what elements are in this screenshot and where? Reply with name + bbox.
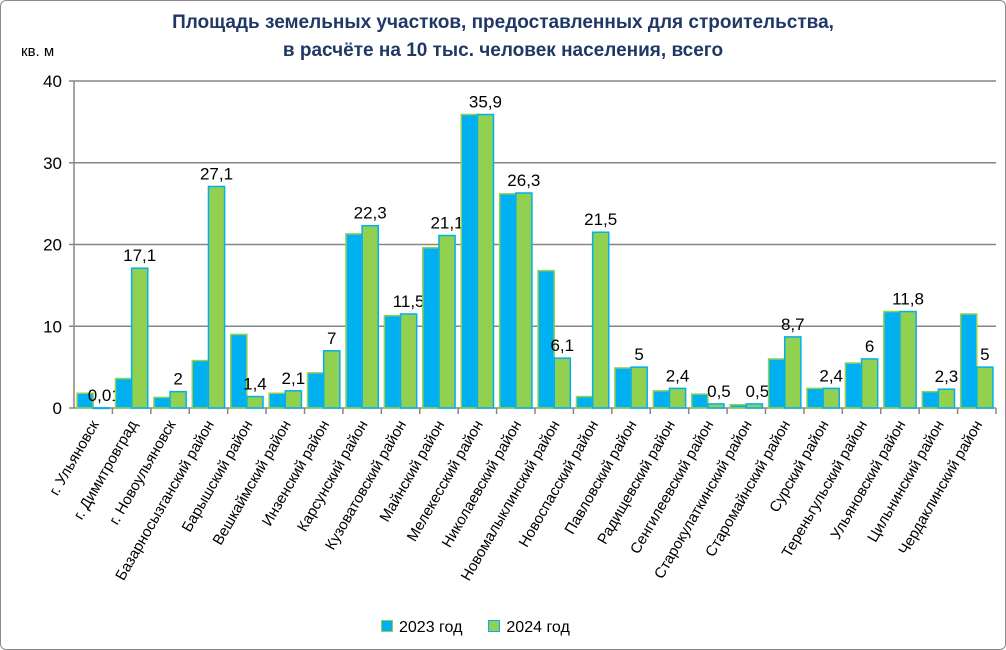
data-label: 6,1 xyxy=(550,336,574,355)
data-label: 11,5 xyxy=(393,292,425,311)
y-tick-label: 40 xyxy=(43,72,62,91)
data-label: 2,4 xyxy=(666,366,690,385)
legend: 2023 год 2024 год xyxy=(381,619,570,637)
data-label: 2,3 xyxy=(935,367,959,386)
bar-2024 xyxy=(515,192,533,409)
bar-2023 xyxy=(268,392,287,409)
data-label: 1,4 xyxy=(243,375,267,394)
bar-2023 xyxy=(460,113,479,409)
bar-2024 xyxy=(745,403,764,409)
bar-2024 xyxy=(976,366,994,409)
bar-2024 xyxy=(822,387,841,409)
bar-2023 xyxy=(806,387,824,409)
bar-2023 xyxy=(422,247,440,409)
bar-2024 xyxy=(591,231,610,409)
bar-2024 xyxy=(630,366,648,409)
data-label: 21,5 xyxy=(584,210,617,229)
data-label: 21,1 xyxy=(430,214,463,233)
data-label: 0,5 xyxy=(746,382,770,401)
bar-2023 xyxy=(191,359,210,409)
y-tick-label: 10 xyxy=(43,317,62,336)
x-tick-label: Карсунский район xyxy=(294,418,371,535)
bar-2023 xyxy=(883,310,901,409)
bar-2023 xyxy=(575,395,594,409)
data-label: 7 xyxy=(327,329,336,348)
chart-title: Площадь земельных участков, предоставлен… xyxy=(1,9,1005,65)
data-label: 22,3 xyxy=(354,204,387,223)
bar-2023 xyxy=(345,233,363,409)
bar-2023 xyxy=(229,333,248,409)
legend-item-2024: 2024 год xyxy=(488,619,570,637)
data-label: 35,9 xyxy=(469,93,502,112)
chart-title-line1: Площадь земельных участков, предоставлен… xyxy=(172,12,834,33)
y-tick-label: 20 xyxy=(43,236,62,255)
data-label: 2 xyxy=(173,370,182,389)
bar-2024 xyxy=(322,350,341,409)
legend-label-2024: 2024 год xyxy=(506,619,570,636)
data-label: 26,3 xyxy=(507,171,540,190)
bar-2024 xyxy=(937,388,956,409)
bar-2024 xyxy=(169,390,187,409)
data-label: 11,8 xyxy=(892,290,924,309)
legend-swatch-2023 xyxy=(381,620,393,632)
legend-swatch-2024 xyxy=(488,620,501,632)
bar-2023 xyxy=(652,390,671,409)
bar-2024 xyxy=(361,224,380,409)
x-tick-label: Барышский район xyxy=(179,418,257,536)
bar-2024 xyxy=(668,387,687,409)
data-label: 8,7 xyxy=(781,315,805,334)
bar-2023 xyxy=(729,403,748,409)
bar-2024 xyxy=(860,358,879,409)
bar-2024 xyxy=(553,357,572,409)
bar-2023 xyxy=(114,377,133,409)
y-tick-label: 30 xyxy=(43,154,62,173)
bar-2024 xyxy=(783,336,802,409)
bar-2023 xyxy=(959,313,978,409)
bar-2024 xyxy=(284,390,303,409)
bar-2023 xyxy=(76,392,94,409)
chart-title-line2: в расчёте на 10 тыс. человек населения, … xyxy=(282,40,724,61)
bar-2023 xyxy=(498,193,517,409)
data-label: 5 xyxy=(980,345,989,364)
bar-2024 xyxy=(399,313,418,409)
y-axis-label: кв. м xyxy=(21,43,55,60)
data-label: 17,1 xyxy=(123,246,156,265)
bar-2024 xyxy=(707,403,725,409)
bar-2023 xyxy=(921,390,940,409)
legend-item-2023: 2023 год xyxy=(381,619,462,637)
bar-2023 xyxy=(383,314,402,409)
data-label: 0,5 xyxy=(707,382,731,401)
bar-2023 xyxy=(614,367,632,409)
bar-2024 xyxy=(207,185,226,409)
bar-2023 xyxy=(153,396,171,409)
bar-2023 xyxy=(690,393,709,409)
bar-2024 xyxy=(246,395,264,409)
data-label: 27,1 xyxy=(200,164,233,183)
y-tick-label: 0 xyxy=(53,399,62,418)
bar-2024 xyxy=(438,234,456,409)
data-label: 0,01 xyxy=(88,386,121,405)
bar-2023 xyxy=(537,269,555,409)
data-label: 6 xyxy=(865,337,874,356)
data-label: 2,1 xyxy=(282,369,306,388)
bar-2023 xyxy=(767,358,786,409)
bar-2024 xyxy=(92,407,111,410)
bar-2023 xyxy=(306,372,325,409)
legend-label-2023: 2023 год xyxy=(399,619,463,636)
data-label: 5 xyxy=(634,345,643,364)
bar-2024 xyxy=(899,310,917,409)
bar-2024 xyxy=(476,113,495,409)
data-label: 2,4 xyxy=(819,366,843,385)
bar-2023 xyxy=(844,362,863,409)
bar-2024 xyxy=(130,267,149,409)
